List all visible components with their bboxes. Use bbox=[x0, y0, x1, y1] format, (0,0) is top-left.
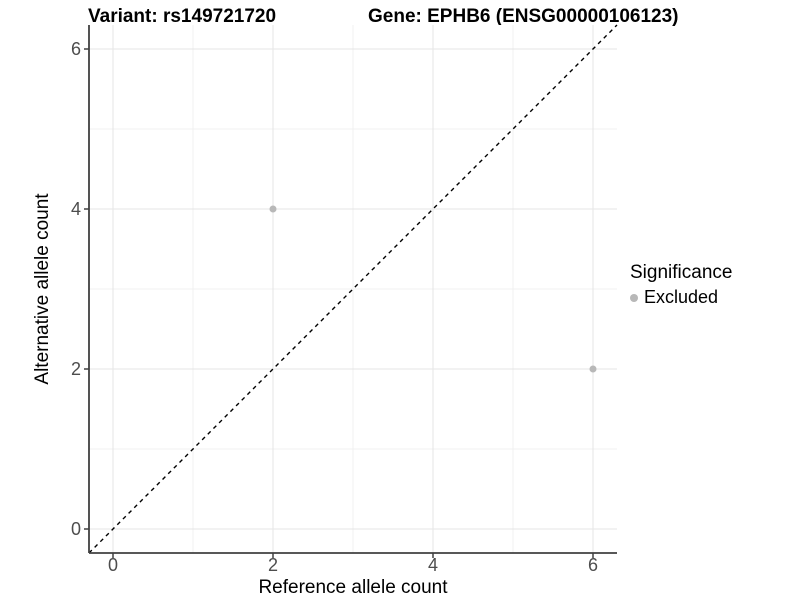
x-axis-title: Reference allele count bbox=[258, 577, 448, 598]
y-tick-label: 4 bbox=[70, 199, 81, 219]
plot-canvas bbox=[84, 24, 618, 558]
data-point bbox=[589, 365, 597, 373]
legend-title: Significance bbox=[630, 262, 733, 283]
x-tick-label: 0 bbox=[107, 555, 118, 575]
legend-item-excluded: Excluded bbox=[630, 287, 732, 308]
y-axis-title: Alternative allele count bbox=[32, 193, 53, 385]
x-tick-label: 4 bbox=[427, 555, 438, 575]
x-tick-label: 6 bbox=[587, 555, 598, 575]
y-tick-label: 6 bbox=[70, 39, 81, 59]
plot-title-variant: Variant: rs149721720 bbox=[88, 6, 277, 27]
legend: Significance Excluded bbox=[630, 262, 732, 308]
x-tick-label: 2 bbox=[267, 555, 278, 575]
legend-item-label: Excluded bbox=[644, 287, 719, 307]
y-tick-label: 2 bbox=[70, 359, 81, 379]
plot-title-gene: Gene: EPHB6 (ENSG00000106123) bbox=[368, 6, 679, 27]
y-tick-label: 0 bbox=[70, 519, 81, 539]
data-point bbox=[269, 205, 277, 213]
plot-panel bbox=[84, 24, 618, 558]
point-marker-icon bbox=[630, 293, 638, 302]
